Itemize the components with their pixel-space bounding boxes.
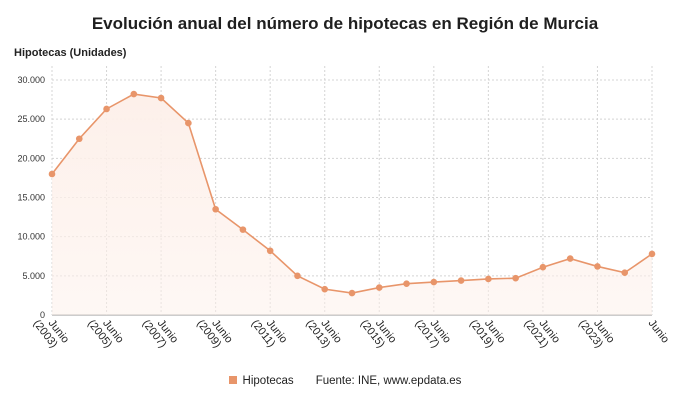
legend-item-hipotecas: Hipotecas <box>228 375 294 387</box>
y-tick-label: 5.000 <box>22 271 45 281</box>
x-tick-label: Junio(2023) <box>576 310 617 353</box>
data-point <box>212 205 219 213</box>
y-tick-label: 20.000 <box>17 153 45 163</box>
source-text: Fuente: INE, www.epdata.es <box>315 375 462 387</box>
data-point <box>75 135 83 143</box>
y-axis-label: Hipotecas (Unidades) <box>14 47 127 59</box>
area-path <box>52 94 652 315</box>
x-tick-label: Junio(2007) <box>140 310 181 353</box>
data-point <box>430 278 438 286</box>
x-tick-label: Junio(2009) <box>194 310 235 353</box>
y-tick-label: 0 <box>40 310 45 320</box>
data-point <box>457 277 465 284</box>
y-tick-label: 25.000 <box>17 114 45 124</box>
y-tick-label: 15.000 <box>17 193 45 203</box>
line-chart: 0 5.000 10.000 15.000 20.000 25.000 30.000 Jun… <box>17 66 672 353</box>
x-tick-label: Junio <box>646 317 672 345</box>
chart-title: Evolución anual del número de hipotecas … <box>91 14 599 33</box>
data-point <box>321 285 329 293</box>
data-point <box>266 247 274 255</box>
data-point <box>403 280 410 287</box>
data-point <box>348 289 356 297</box>
data-point <box>103 105 110 113</box>
data-point <box>648 250 656 258</box>
x-tick-label: Junio(2005) <box>85 310 126 353</box>
legend-swatch <box>228 376 237 384</box>
x-tick-label: Junio(2013) <box>303 310 344 353</box>
x-tick-label: Junio(2019) <box>467 310 508 353</box>
x-tick-label: Junio(2017) <box>412 310 453 353</box>
y-tick-label: 30.000 <box>17 75 45 85</box>
data-point <box>239 226 247 233</box>
x-tick-labels: Junio(2003) Junio(2005) Junio(2007) Junio(2… <box>31 310 672 353</box>
data-point <box>157 94 165 102</box>
data-point <box>566 255 574 262</box>
data-point <box>130 90 138 98</box>
data-point <box>539 263 547 271</box>
legend: Hipotecas Fuente: INE, www.epdata.es <box>0 375 690 387</box>
data-point <box>294 272 301 280</box>
data-point <box>594 263 601 270</box>
y-tick-label: 10.000 <box>17 232 45 242</box>
data-point <box>185 119 192 127</box>
x-tick-label: Junio(2011) <box>249 310 290 353</box>
legend-label: Hipotecas <box>242 375 294 387</box>
x-tick-label: Junio(2021) <box>522 310 563 353</box>
data-point <box>48 170 56 178</box>
y-tick-labels: 0 5.000 10.000 15.000 20.000 25.000 30.000 <box>17 75 45 320</box>
x-tick-label: Junio(2015) <box>358 310 399 353</box>
data-point <box>512 274 519 282</box>
data-point <box>375 284 383 291</box>
data-point <box>621 269 629 277</box>
data-point <box>485 275 492 283</box>
data-points <box>48 90 656 297</box>
x-tick-label: Junio(2003) <box>31 310 72 353</box>
area-fill <box>52 94 652 315</box>
